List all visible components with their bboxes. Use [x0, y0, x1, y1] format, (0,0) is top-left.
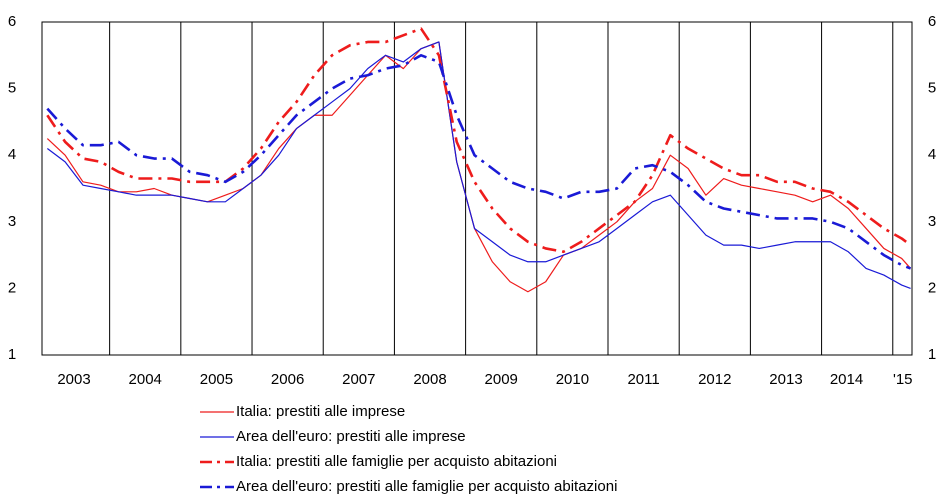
x-tick-label: 2004 — [129, 371, 162, 388]
x-tick-label: 2005 — [200, 371, 233, 388]
y-tick-label: 6 — [8, 13, 16, 30]
x-tick-label: 2008 — [413, 371, 446, 388]
legend-label: Area dell'euro: prestiti alle imprese — [236, 428, 466, 445]
line-series — [46, 54, 912, 270]
y-tick-label: 5 — [8, 80, 16, 97]
y2-tick-label: 6 — [928, 13, 936, 30]
x-tick-label: '15 — [893, 371, 913, 388]
x-tick-label: 2012 — [698, 371, 731, 388]
x-tick-label: 2010 — [556, 371, 589, 388]
x-tick-label: 2013 — [769, 371, 802, 388]
x-tick-label: 2014 — [830, 371, 863, 388]
x-tick-label: 2009 — [485, 371, 518, 388]
y-tick-label: 1 — [8, 346, 16, 363]
plot-frame — [41, 21, 913, 356]
legend-label: Area dell'euro: prestiti alle famiglie p… — [236, 478, 617, 495]
line-series — [46, 41, 912, 293]
x-tick-label: 2003 — [57, 371, 90, 388]
x-tick-label: 2007 — [342, 371, 375, 388]
x-tick-label: 2006 — [271, 371, 304, 388]
y-tick-label: 3 — [8, 213, 16, 230]
x-tick-label: 2011 — [627, 371, 659, 388]
line-series — [46, 27, 912, 254]
y2-tick-label: 3 — [928, 213, 936, 230]
line-series — [46, 41, 911, 289]
y2-tick-label: 1 — [928, 346, 936, 363]
legend-label: Italia: prestiti alle famiglie per acqui… — [236, 453, 557, 470]
y2-tick-label: 5 — [928, 80, 936, 97]
y2-tick-label: 4 — [928, 146, 936, 163]
legend-label: Italia: prestiti alle imprese — [236, 403, 405, 420]
y-tick-label: 4 — [8, 146, 16, 163]
y2-tick-label: 2 — [928, 279, 936, 296]
y-tick-label: 2 — [8, 279, 16, 296]
